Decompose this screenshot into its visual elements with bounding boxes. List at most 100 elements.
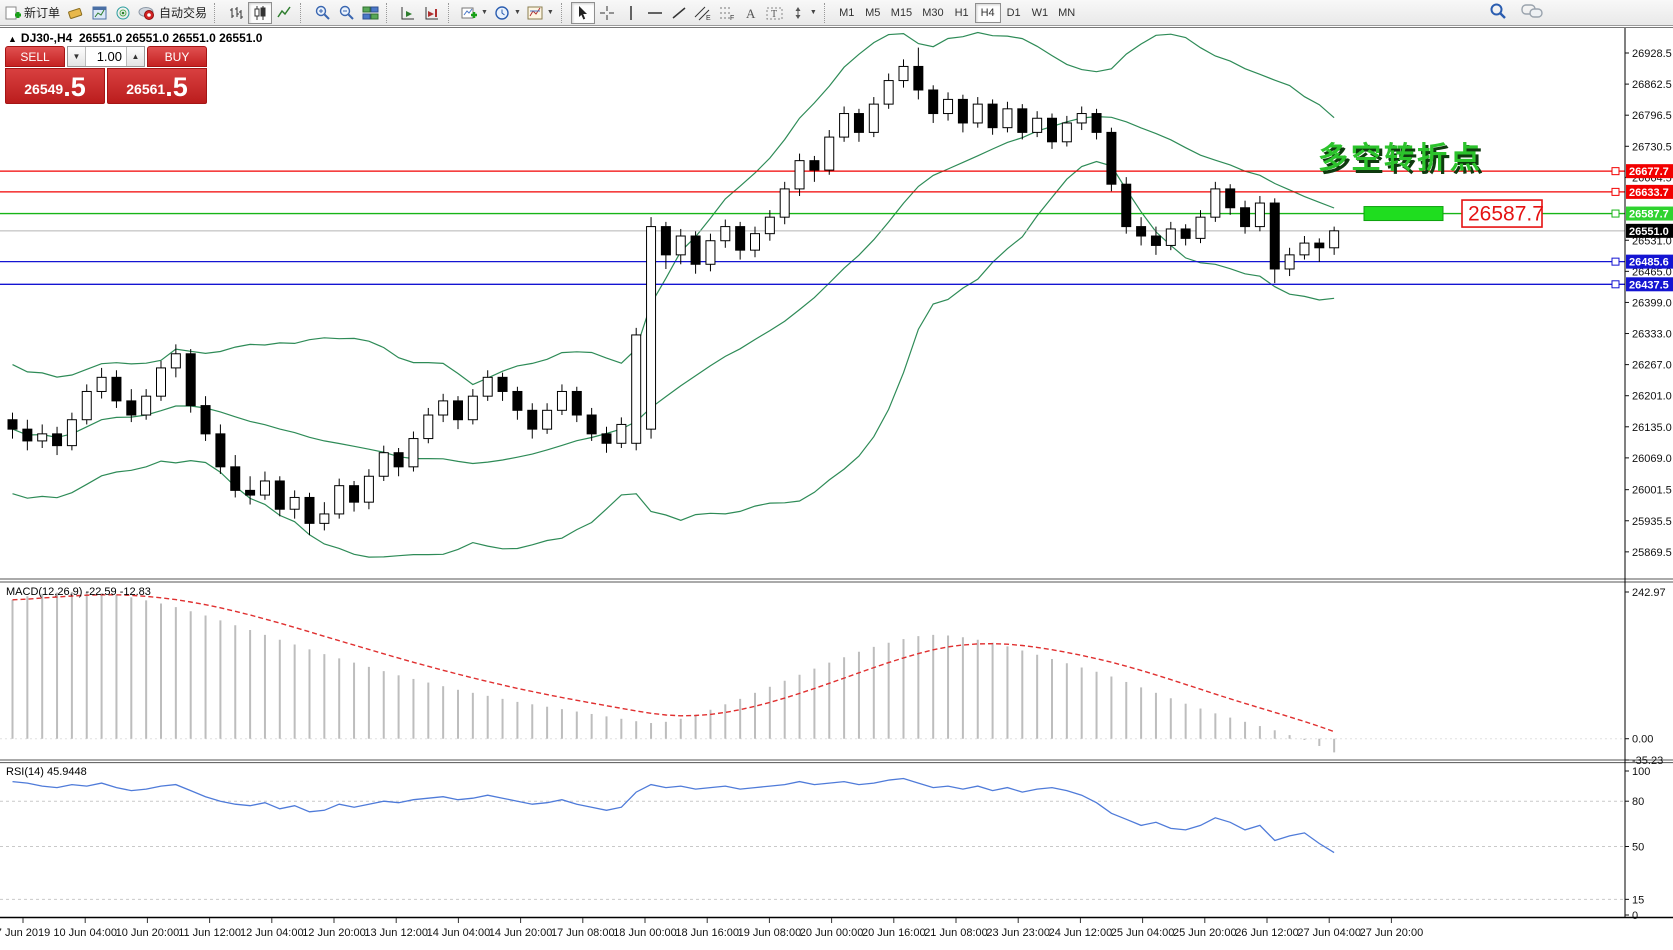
candle-body[interactable] xyxy=(1269,202,1280,270)
candle-body[interactable] xyxy=(1121,183,1132,228)
candle-body[interactable] xyxy=(1195,216,1206,239)
buy-button[interactable]: BUY xyxy=(147,46,207,67)
timeframe-button-m1[interactable]: M1 xyxy=(839,6,855,19)
search-icon[interactable] xyxy=(1489,2,1507,20)
candle-body[interactable] xyxy=(1076,113,1087,124)
candle-body[interactable] xyxy=(1210,188,1221,218)
price-tag-box[interactable] xyxy=(1461,199,1543,228)
candle-body[interactable] xyxy=(259,480,270,496)
candle-body[interactable] xyxy=(839,113,850,138)
candle-body[interactable] xyxy=(141,395,152,416)
line-handle[interactable] xyxy=(1611,187,1620,196)
timeframe-button-m5[interactable]: M5 xyxy=(865,6,881,19)
candle-body[interactable] xyxy=(794,160,805,190)
candle-body[interactable] xyxy=(957,98,968,124)
candle-body[interactable] xyxy=(556,390,567,411)
auto-trading-button[interactable]: 自动交易 xyxy=(135,2,210,24)
candle-body[interactable] xyxy=(853,113,864,133)
zoom-in-button[interactable] xyxy=(310,2,334,24)
candle-body[interactable] xyxy=(1165,228,1176,246)
candle-body[interactable] xyxy=(631,334,642,444)
cursor-button[interactable] xyxy=(570,1,595,24)
periods-button[interactable]: ▼ xyxy=(491,2,524,24)
candle-body[interactable] xyxy=(482,376,493,397)
candle-body[interactable] xyxy=(185,353,196,407)
candle-body[interactable] xyxy=(1180,228,1191,239)
timeframe-button-w1[interactable]: W1 xyxy=(1031,6,1049,19)
line-handle[interactable] xyxy=(1611,209,1620,218)
candle-body[interactable] xyxy=(705,240,716,265)
candle-body[interactable] xyxy=(1150,235,1161,246)
candle-body[interactable] xyxy=(1136,226,1147,237)
candle-body[interactable] xyxy=(571,390,582,416)
candle-body[interactable] xyxy=(824,136,835,171)
auto-scroll-button[interactable] xyxy=(396,2,420,24)
candle-body[interactable] xyxy=(289,496,300,510)
candle-body[interactable] xyxy=(779,188,790,218)
volume-decrease-button[interactable]: ▼ xyxy=(68,47,86,66)
line-handle[interactable] xyxy=(1611,257,1620,266)
candle-body[interactable] xyxy=(883,80,894,105)
candle-body[interactable] xyxy=(245,489,256,496)
candle-body[interactable] xyxy=(423,414,434,440)
candle-body[interactable] xyxy=(764,216,775,235)
vertical-line-button[interactable] xyxy=(619,2,643,24)
candle-body[interactable] xyxy=(304,496,315,524)
candle-body[interactable] xyxy=(349,485,360,503)
candle-body[interactable] xyxy=(1284,254,1295,270)
candle-body[interactable] xyxy=(1091,113,1102,133)
candle-body[interactable] xyxy=(215,433,226,468)
candle-body[interactable] xyxy=(467,395,478,421)
arrows-button[interactable]: ▼ xyxy=(787,2,820,24)
candle-body[interactable] xyxy=(868,103,879,133)
channel-button[interactable]: E xyxy=(691,2,715,24)
candle-body[interactable] xyxy=(527,409,538,430)
sell-price-box[interactable]: 26549 .5 xyxy=(5,68,105,104)
candle-body[interactable] xyxy=(720,226,731,242)
eraser-button[interactable] xyxy=(63,2,87,24)
candle-body[interactable] xyxy=(928,89,939,115)
collapse-icon[interactable]: ▲ xyxy=(8,34,17,44)
horizontal-line-button[interactable] xyxy=(643,2,667,24)
signal-button[interactable] xyxy=(111,2,135,24)
candle-body[interactable] xyxy=(898,65,909,82)
timeframe-button-h1[interactable]: H1 xyxy=(954,6,969,19)
candle-body[interactable] xyxy=(1032,117,1043,133)
candle-body[interactable] xyxy=(675,235,686,256)
candle-body[interactable] xyxy=(497,376,508,392)
candle-body[interactable] xyxy=(438,400,449,416)
chart-shift-button[interactable] xyxy=(420,2,444,24)
candle-body[interactable] xyxy=(1225,188,1236,209)
candle-body[interactable] xyxy=(735,226,746,251)
buy-price-box[interactable]: 26561 .5 xyxy=(107,68,207,104)
candle-body[interactable] xyxy=(646,226,657,430)
timeframe-button-mn[interactable]: MN xyxy=(1058,6,1076,19)
candle-body[interactable] xyxy=(274,480,285,510)
candle-body[interactable] xyxy=(1047,117,1057,143)
candle-body[interactable] xyxy=(542,409,553,430)
sell-button[interactable]: SELL xyxy=(5,46,65,67)
candle-body[interactable] xyxy=(52,433,63,447)
line-chart-button[interactable] xyxy=(272,2,296,24)
candlestick-chart-button[interactable] xyxy=(248,1,273,24)
timeframe-button-h4[interactable]: H4 xyxy=(974,2,1001,23)
candle-body[interactable] xyxy=(972,103,983,124)
candle-body[interactable] xyxy=(319,513,330,524)
candle-body[interactable] xyxy=(601,433,612,444)
candle-body[interactable] xyxy=(1017,108,1028,133)
price-band-marker[interactable] xyxy=(1363,206,1444,222)
candle-body[interactable] xyxy=(1314,242,1325,249)
candle-body[interactable] xyxy=(170,353,181,369)
volume-increase-button[interactable]: ▲ xyxy=(126,47,144,66)
candle-body[interactable] xyxy=(586,414,597,435)
candle-body[interactable] xyxy=(987,103,998,129)
zoom-out-button[interactable] xyxy=(334,2,358,24)
tile-windows-button[interactable] xyxy=(358,2,382,24)
candle-body[interactable] xyxy=(126,400,137,416)
candle-body[interactable] xyxy=(96,376,107,392)
candle-body[interactable] xyxy=(200,405,211,435)
chat-icon[interactable] xyxy=(1521,2,1543,20)
candle-body[interactable] xyxy=(1002,108,1013,129)
templates-button[interactable]: ▼ xyxy=(524,2,557,24)
